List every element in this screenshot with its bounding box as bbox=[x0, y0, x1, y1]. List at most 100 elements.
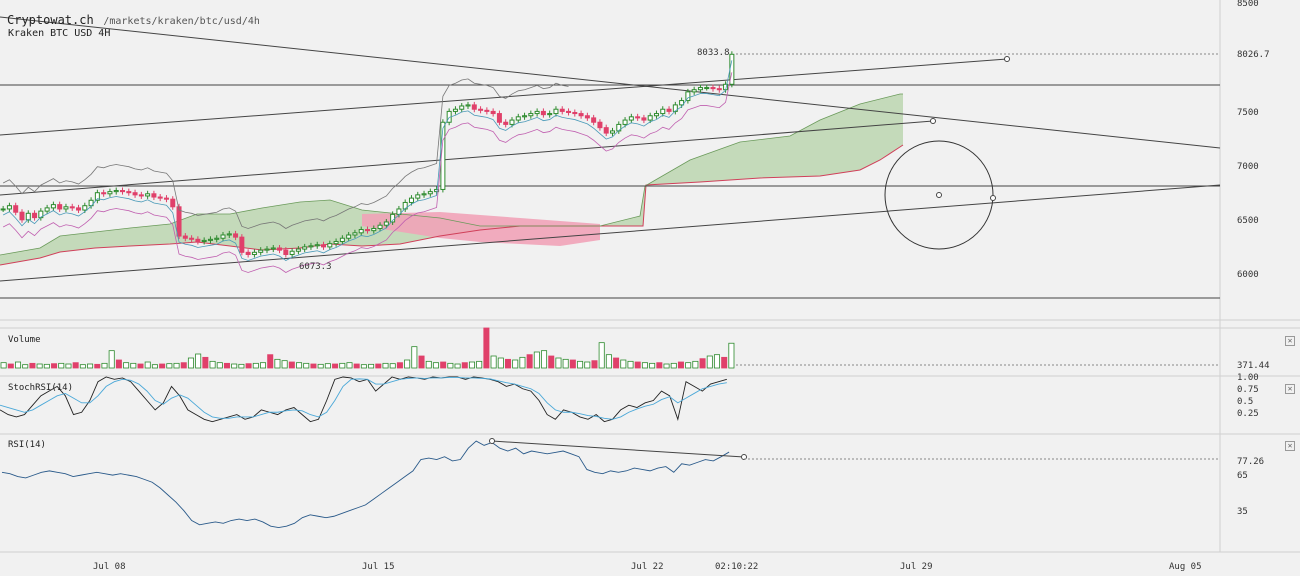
volume-bar bbox=[641, 362, 648, 369]
candle bbox=[647, 115, 653, 121]
candle bbox=[44, 207, 50, 212]
volume-bar bbox=[317, 363, 324, 369]
volume-bar bbox=[216, 362, 223, 369]
stoch-tick-025: 0.25 bbox=[1237, 409, 1259, 419]
time-tick-jul29: Jul 29 bbox=[900, 562, 933, 572]
candle bbox=[427, 191, 433, 195]
close-stoch-pane-icon[interactable]: ✕ bbox=[1285, 384, 1295, 394]
volume-bar bbox=[288, 361, 295, 369]
candle bbox=[666, 108, 672, 112]
candle bbox=[358, 229, 364, 234]
volume-bar bbox=[627, 360, 634, 369]
candle bbox=[314, 244, 320, 247]
candle bbox=[421, 193, 427, 196]
candle bbox=[534, 110, 540, 115]
volume-bar bbox=[87, 363, 94, 369]
volume-bar bbox=[0, 362, 7, 369]
candle bbox=[578, 113, 584, 117]
volume-bar bbox=[274, 358, 281, 369]
candle bbox=[365, 229, 370, 232]
candle bbox=[685, 91, 691, 102]
candle bbox=[132, 192, 138, 196]
candle bbox=[32, 212, 38, 219]
candle bbox=[214, 237, 220, 240]
site-name[interactable]: Cryptowat.ch bbox=[7, 13, 94, 27]
volume-tick-last: 371.44 bbox=[1237, 361, 1270, 371]
volume-bar bbox=[7, 363, 14, 369]
candle bbox=[528, 113, 534, 117]
volume-bar bbox=[123, 362, 130, 369]
volume-bar bbox=[166, 363, 173, 369]
volume-bar bbox=[468, 361, 475, 369]
candle bbox=[207, 238, 213, 241]
volume-bar bbox=[613, 357, 620, 369]
volume-bar bbox=[281, 360, 288, 369]
volume-bar bbox=[65, 363, 72, 369]
candle bbox=[163, 197, 169, 200]
volume-bar bbox=[353, 363, 360, 369]
volume-bar bbox=[137, 363, 144, 369]
close-rsi-pane-icon[interactable]: ✕ bbox=[1285, 441, 1295, 451]
volume-bar bbox=[260, 362, 267, 369]
rsi-label: RSI(14) bbox=[8, 440, 46, 450]
stoch-tick-05: 0.5 bbox=[1237, 397, 1253, 407]
volume-bar bbox=[461, 362, 468, 369]
volume-bar bbox=[440, 361, 447, 369]
volume-bar bbox=[497, 357, 504, 369]
candle bbox=[120, 190, 125, 193]
candle bbox=[471, 104, 477, 110]
volume-bar bbox=[223, 362, 230, 369]
candle bbox=[251, 251, 257, 255]
rsi-tick-65: 65 bbox=[1237, 471, 1248, 481]
price-tick-last: 8026.7 bbox=[1237, 50, 1270, 60]
volume-bar bbox=[685, 362, 692, 369]
candle bbox=[13, 205, 19, 213]
candle bbox=[270, 247, 276, 250]
candle bbox=[201, 239, 207, 242]
ichimoku-cloud bbox=[0, 94, 903, 265]
circle-handle bbox=[936, 192, 942, 198]
volume-bar bbox=[29, 362, 36, 369]
candle bbox=[415, 194, 421, 199]
close-volume-pane-icon[interactable]: ✕ bbox=[1285, 336, 1295, 346]
volume-bar bbox=[22, 364, 29, 369]
stoch-series-2 bbox=[0, 377, 727, 420]
volume-bar bbox=[389, 363, 396, 369]
time-tick-jul08: Jul 08 bbox=[93, 562, 126, 572]
volume-bar bbox=[432, 362, 439, 369]
price-tick-6500: 6500 bbox=[1237, 216, 1259, 226]
rsi-handle bbox=[489, 438, 495, 444]
volume-bar bbox=[512, 359, 519, 369]
trendline-handle bbox=[930, 118, 936, 124]
stoch-axis: 1.00 0.75 0.5 0.25 bbox=[1237, 373, 1259, 419]
volume-bar bbox=[130, 362, 137, 369]
candle bbox=[452, 108, 458, 112]
candle bbox=[113, 190, 119, 193]
high-annotation: 8033.8 bbox=[697, 48, 730, 58]
volume-bar bbox=[425, 360, 432, 369]
volume-bar bbox=[180, 362, 187, 369]
candle bbox=[258, 249, 264, 253]
candle bbox=[566, 110, 572, 113]
volume-bar bbox=[368, 363, 375, 369]
stoch-series-1 bbox=[0, 376, 727, 423]
candle bbox=[496, 113, 502, 123]
candle bbox=[57, 204, 63, 210]
time-axis: Jul 08 Jul 15 Jul 22 02:10:22 Jul 29 Aug… bbox=[93, 562, 1202, 572]
volume-bar bbox=[411, 346, 418, 369]
candle bbox=[189, 237, 195, 240]
candle bbox=[597, 121, 603, 129]
volume-bar bbox=[620, 359, 627, 369]
volume-bar bbox=[94, 363, 101, 369]
candle bbox=[490, 110, 496, 115]
candle bbox=[69, 206, 75, 209]
market-path: /markets/kraken/btc/usd/4h bbox=[103, 16, 260, 27]
candle bbox=[572, 111, 578, 115]
candle bbox=[716, 88, 722, 91]
candle bbox=[157, 196, 163, 199]
volume-bar bbox=[79, 364, 86, 369]
trendline-handle bbox=[1004, 56, 1010, 62]
rsi-line bbox=[1, 440, 730, 529]
candle bbox=[0, 208, 6, 211]
